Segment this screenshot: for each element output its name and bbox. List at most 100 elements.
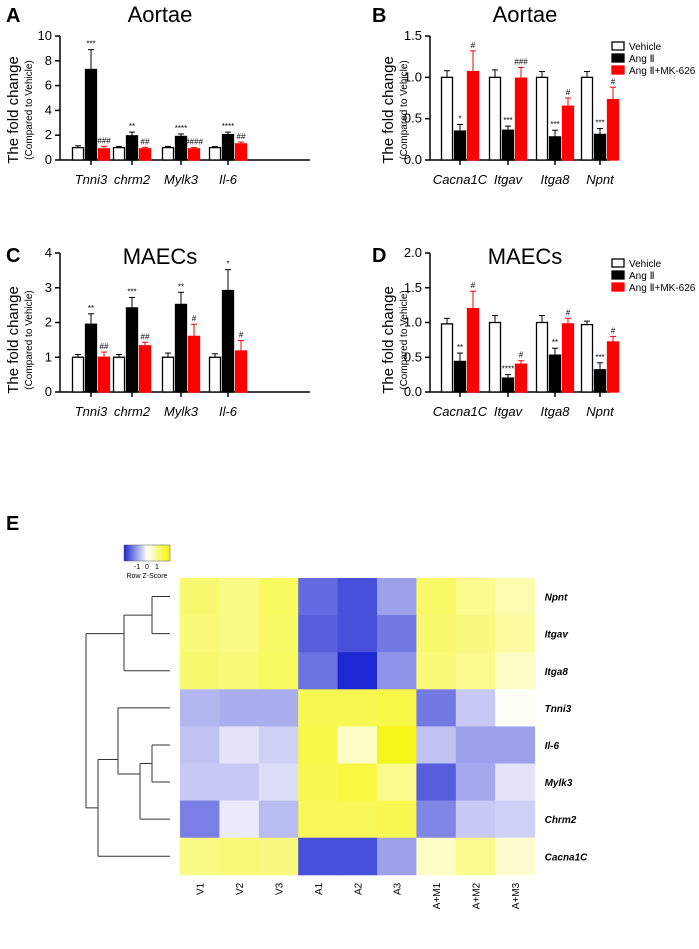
significance-label: # xyxy=(192,314,197,323)
panel-a-label: A xyxy=(6,5,20,27)
category-label: Mylk3 xyxy=(164,404,199,419)
heatmap-cell xyxy=(219,726,260,764)
key-tick-label: 0 xyxy=(145,564,149,571)
bar xyxy=(453,360,467,393)
category-label: Itgav xyxy=(494,172,524,187)
bar xyxy=(593,369,607,393)
heatmap-cell xyxy=(337,615,378,653)
heatmap-cell xyxy=(337,763,378,802)
heatmap-cell xyxy=(258,800,299,839)
significance-label: *** xyxy=(595,353,604,362)
panel-e-plot: Npnt Itgav Itga8 Tnni3 Il-6 Mylk3 Chrm2 Cacna1C… xyxy=(85,544,588,909)
bar xyxy=(161,356,175,393)
heatmap-cell xyxy=(180,689,220,727)
heatmap-row-label: Npnt xyxy=(545,593,568,604)
heatmap-cell xyxy=(258,726,299,764)
legend-swatch xyxy=(611,258,625,268)
category-label: Npnt xyxy=(586,404,615,419)
panel-c-ylabel-sub: (Compared to Vehicle) xyxy=(24,290,35,390)
significance-label: **** xyxy=(222,122,234,131)
heatmap-cell xyxy=(258,615,299,653)
heatmap-col-label: V1 xyxy=(196,882,207,895)
panel-a-plot: 0246810Tnni3***###chrm2**##Mylk3****####… xyxy=(38,28,310,187)
heatmap-cell xyxy=(495,837,536,876)
heatmap-cell xyxy=(298,763,339,802)
y-tick-label: 0 xyxy=(45,384,52,399)
bar xyxy=(125,307,139,393)
panel-d-ylabel-sub: (Compared to Vehicle) xyxy=(399,290,410,390)
y-tick-label: 0.5 xyxy=(404,349,422,364)
heatmap-color-key xyxy=(123,544,171,562)
heatmap-cell xyxy=(298,800,339,839)
heatmap-cell xyxy=(180,578,220,616)
category-label: Cacna1C xyxy=(433,172,488,187)
heatmap-cell xyxy=(180,837,220,876)
bar xyxy=(535,76,549,161)
y-tick-label: 0 xyxy=(45,152,52,167)
bar xyxy=(161,146,175,161)
legend-label: Ang Ⅱ xyxy=(629,54,655,65)
heatmap-row-label: Itgav xyxy=(545,630,570,641)
significance-label: ** xyxy=(178,282,184,291)
heatmap-cell xyxy=(455,763,496,802)
heatmap-row-label: Mylk3 xyxy=(545,778,573,789)
bar xyxy=(84,323,98,393)
significance-label: *** xyxy=(127,287,136,296)
significance-label: * xyxy=(458,114,461,123)
legend-swatch xyxy=(611,41,625,51)
bar xyxy=(71,146,85,161)
bar xyxy=(112,356,126,393)
key-tick-label: 1 xyxy=(155,564,159,571)
y-tick-label: 4 xyxy=(45,102,52,117)
heatmap-cell xyxy=(337,689,378,727)
heatmap-cell xyxy=(495,689,536,727)
bar xyxy=(514,363,528,393)
heatmap-key-title: Row Z-Score xyxy=(127,573,168,580)
heatmap-col-label: V2 xyxy=(235,882,246,895)
heatmap-cell xyxy=(298,615,339,653)
key-tick-label: -1 xyxy=(134,564,140,571)
panel-a-title: Aortae xyxy=(128,2,193,27)
y-tick-label: 1 xyxy=(45,349,52,364)
bar xyxy=(453,130,467,161)
panel-c-label: C xyxy=(6,245,20,267)
panel-d-ylabel: The fold change xyxy=(380,286,397,394)
category-label: Il-6 xyxy=(219,404,238,419)
heatmap-cell xyxy=(455,578,496,616)
heatmap-cell xyxy=(258,689,299,727)
significance-label: **** xyxy=(502,365,514,374)
significance-label: ## xyxy=(237,132,246,141)
heatmap-col-label: A+M3 xyxy=(511,882,522,909)
panel-b-ylabel-sub: (Compared to Vehicle) xyxy=(399,60,410,160)
panel-b-ylabel: The fold change xyxy=(380,56,397,164)
y-tick-label: 1.0 xyxy=(404,315,422,330)
panel-d-label: D xyxy=(372,245,386,267)
bar xyxy=(488,76,502,161)
significance-label: ** xyxy=(129,122,135,131)
legend-swatch xyxy=(611,282,625,292)
category-label: Il-6 xyxy=(219,172,238,187)
category-label: chrm2 xyxy=(114,404,151,419)
panel-b: B Aortae The fold change (Compared to Ve… xyxy=(372,2,696,187)
y-tick-label: 3 xyxy=(45,280,52,295)
heatmap-cell xyxy=(219,837,260,876)
significance-label: * xyxy=(226,260,229,269)
category-label: Itga8 xyxy=(541,404,571,419)
heatmap-col-label: A2 xyxy=(353,882,364,895)
bar xyxy=(466,307,480,393)
category-label: Cacna1C xyxy=(433,404,488,419)
legend-label: Ang Ⅱ+MK-626 xyxy=(629,66,696,77)
bar xyxy=(174,303,188,393)
bar xyxy=(606,341,620,393)
heatmap-cell xyxy=(416,800,457,839)
heatmap-cell xyxy=(416,689,457,727)
bar xyxy=(71,356,85,393)
y-tick-label: 0.0 xyxy=(404,384,422,399)
panel-b-title: Aortae xyxy=(493,2,558,27)
heatmap-cell xyxy=(495,652,536,690)
bar xyxy=(138,148,152,161)
heatmap-cell xyxy=(337,800,378,839)
panel-c-ylabel: The fold change xyxy=(5,286,22,394)
category-label: Itgav xyxy=(494,404,524,419)
